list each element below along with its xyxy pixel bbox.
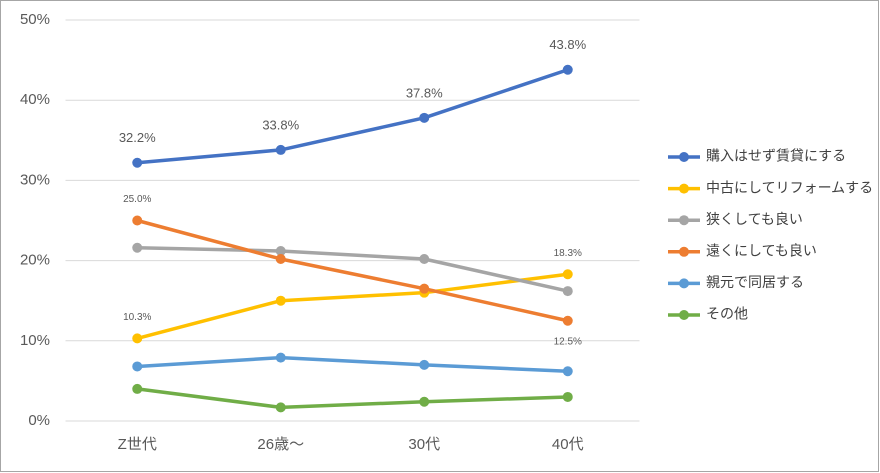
marker (419, 396, 430, 407)
marker (275, 295, 286, 306)
marker (132, 215, 143, 226)
marker (132, 333, 143, 344)
y-tick-label: 50% (20, 11, 50, 28)
series-line (137, 355, 568, 374)
data-label: 33.8% (262, 117, 299, 132)
legend-marker (679, 183, 689, 194)
data-label: 25.0% (123, 194, 151, 205)
marker (275, 253, 286, 264)
legend-label: 中古にしてリフォームする (706, 179, 873, 195)
marker (419, 359, 430, 370)
marker (132, 157, 143, 168)
data-label: 32.2% (119, 130, 156, 145)
marker (275, 352, 286, 363)
series-line (136, 272, 568, 341)
data-label: 43.8% (549, 37, 586, 52)
marker (132, 242, 143, 253)
y-tick-label: 10% (20, 332, 50, 349)
legend-marker (679, 152, 689, 162)
legend-marker (679, 310, 689, 320)
marker (419, 253, 430, 264)
marker (419, 283, 430, 294)
series-line (137, 387, 568, 410)
marker (562, 269, 573, 280)
data-label: 12.5% (554, 336, 582, 347)
marker (562, 286, 573, 297)
marker (562, 315, 573, 326)
y-tick-label: 40% (20, 91, 50, 108)
marker (419, 112, 430, 123)
y-tick-label: 30% (20, 171, 50, 188)
marker (275, 245, 286, 256)
marker (132, 361, 143, 372)
legend-label: その他 (706, 306, 748, 322)
x-tick-label: 26歳～ (257, 436, 304, 453)
series-line (137, 68, 569, 165)
y-tick-label: 0% (28, 412, 50, 429)
series-line (137, 246, 569, 293)
x-tick-label: 30代 (408, 436, 440, 453)
marker (562, 64, 573, 75)
series-line (136, 218, 569, 323)
data-label: 37.8% (406, 85, 443, 100)
legend-marker (679, 278, 689, 289)
legend-label: 遠くにしても良い (706, 243, 817, 259)
marker (275, 144, 286, 155)
x-tick-label: Z世代 (118, 436, 157, 453)
marker (132, 383, 143, 394)
legend-label: 親元で同居する (706, 274, 804, 290)
x-tick-label: 40代 (552, 436, 584, 453)
legend-label: 購入はせず賃貸にする (706, 148, 846, 164)
data-label: 10.3% (123, 312, 151, 323)
marker (562, 366, 573, 377)
legend-label: 狭くしても良い (706, 211, 803, 227)
legend-marker (679, 246, 689, 257)
y-tick-label: 20% (20, 252, 50, 269)
marker (275, 402, 286, 413)
marker (562, 391, 573, 402)
data-label: 18.3% (554, 248, 582, 259)
legend-marker (679, 215, 689, 226)
